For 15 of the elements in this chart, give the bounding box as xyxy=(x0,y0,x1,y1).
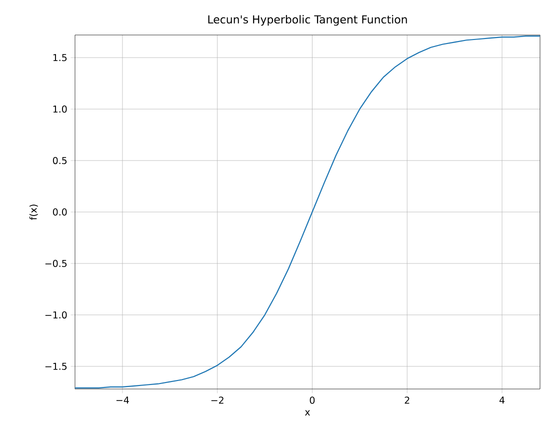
y-tick-label: −1.0 xyxy=(45,311,67,318)
chart-title: Lecun's Hyperbolic Tangent Function xyxy=(208,15,407,26)
x-tick-label: 2 xyxy=(404,396,410,404)
y-tick-label: −0.5 xyxy=(45,260,67,268)
y-tick-label: 0.5 xyxy=(52,156,67,164)
x-tick-label: −2 xyxy=(211,396,224,404)
x-axis-title: x xyxy=(304,410,310,416)
x-tick-label: 4 xyxy=(499,396,505,404)
y-tick-label: 1.0 xyxy=(53,106,67,113)
y-tick-label: −1.5 xyxy=(45,362,67,370)
x-tick-label: 0 xyxy=(310,396,315,404)
y-axis-title: f(x) xyxy=(29,204,38,220)
y-tick-label: 0.0 xyxy=(52,208,67,216)
x-tick-label: −4 xyxy=(116,396,129,404)
y-tick-label: 1.5 xyxy=(53,54,67,62)
